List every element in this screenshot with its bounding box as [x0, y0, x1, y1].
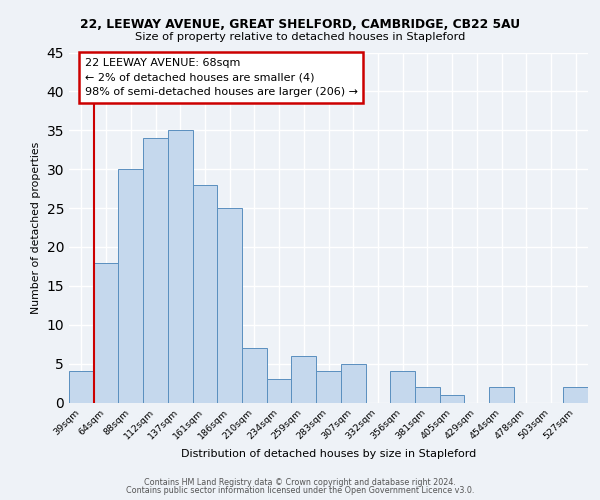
Bar: [193, 184, 217, 402]
Text: Contains HM Land Registry data © Crown copyright and database right 2024.: Contains HM Land Registry data © Crown c…: [144, 478, 456, 487]
Text: 22, LEEWAY AVENUE, GREAT SHELFORD, CAMBRIDGE, CB22 5AU: 22, LEEWAY AVENUE, GREAT SHELFORD, CAMBR…: [80, 18, 520, 30]
Bar: [94, 262, 118, 402]
Bar: [168, 130, 193, 402]
Bar: [563, 387, 588, 402]
Text: Contains public sector information licensed under the Open Government Licence v3: Contains public sector information licen…: [126, 486, 474, 495]
Bar: [69, 372, 94, 402]
Bar: [341, 364, 365, 403]
Bar: [440, 394, 464, 402]
Bar: [217, 208, 242, 402]
Bar: [390, 372, 415, 402]
Bar: [267, 379, 292, 402]
Bar: [316, 372, 341, 402]
Bar: [292, 356, 316, 403]
Bar: [415, 387, 440, 402]
Bar: [118, 169, 143, 402]
X-axis label: Distribution of detached houses by size in Stapleford: Distribution of detached houses by size …: [181, 450, 476, 460]
Y-axis label: Number of detached properties: Number of detached properties: [31, 142, 41, 314]
Text: 22 LEEWAY AVENUE: 68sqm
← 2% of detached houses are smaller (4)
98% of semi-deta: 22 LEEWAY AVENUE: 68sqm ← 2% of detached…: [85, 58, 358, 98]
Bar: [242, 348, 267, 403]
Bar: [143, 138, 168, 402]
Text: Size of property relative to detached houses in Stapleford: Size of property relative to detached ho…: [135, 32, 465, 42]
Bar: [489, 387, 514, 402]
